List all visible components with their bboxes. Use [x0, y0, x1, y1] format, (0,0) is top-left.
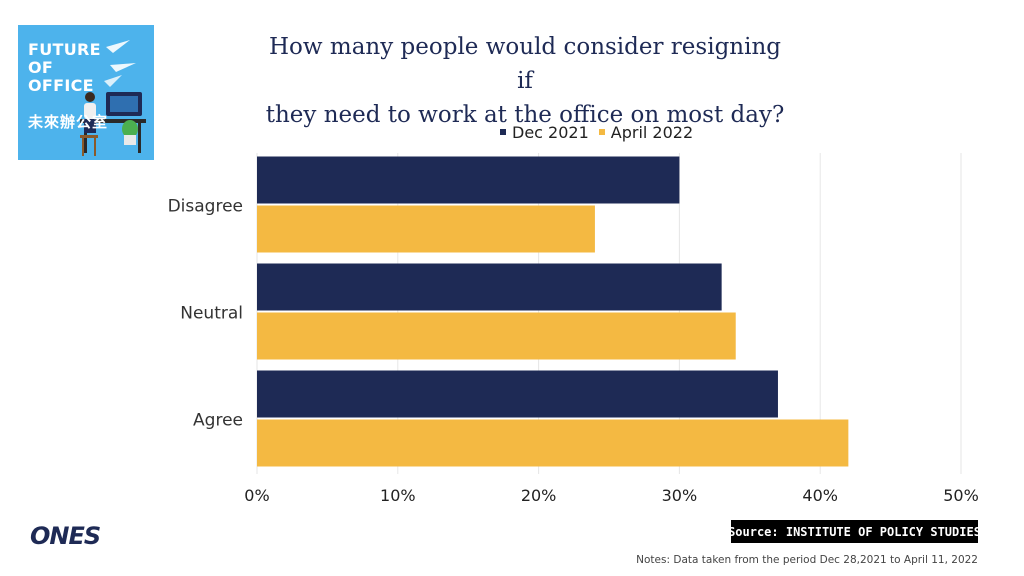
bar-disagree-dec-2021	[257, 156, 680, 204]
y-category-label-neutral: Neutral	[180, 304, 243, 324]
x-tick-label-50: 50%	[943, 486, 979, 505]
legend-swatch-dec-2021	[500, 129, 506, 135]
ones-brand-logo: ONES	[30, 522, 101, 550]
x-tick-label-20: 20%	[521, 486, 557, 505]
legend-label-april-2022: April 2022	[610, 122, 694, 142]
chart-title-line-2: they need to work at the office on most …	[265, 102, 785, 128]
legend-item-dec-2021: Dec 2021	[500, 123, 589, 142]
y-category-label-agree: Agree	[193, 411, 243, 431]
logo-line-of: OF	[28, 58, 54, 77]
legend-swatch-april-2022	[598, 129, 605, 135]
office-illustration-icon	[80, 40, 146, 156]
x-tick-label-0: 0%	[244, 486, 269, 505]
source-label: Source: INSTITUTE OF POLICY STUDIES	[728, 520, 981, 543]
future-of-office-logo: FUTURE OF OFFICE 未來辦公室	[18, 25, 154, 160]
legend-label-dec-2021: Dec 2021	[512, 122, 589, 142]
chart-title: How many people would consider resigning…	[260, 30, 790, 132]
y-category-label-disagree: Disagree	[168, 197, 243, 217]
x-tick-label-40: 40%	[802, 486, 838, 505]
chart-legend: Dec 2021 April 2022	[500, 121, 693, 143]
bar-disagree-april-2022	[257, 205, 595, 253]
data-period-note: Notes: Data taken from the period Dec 28…	[636, 554, 978, 566]
x-tick-label-10: 10%	[380, 486, 416, 505]
bar-agree-april-2022	[257, 419, 849, 467]
logo-line-future: FUTURE	[28, 40, 101, 59]
legend-item-april-2022: April 2022	[598, 122, 694, 142]
bar-neutral-april-2022	[257, 312, 736, 360]
logo-cjk-text: 未來辦公室	[28, 113, 109, 131]
bar-agree-dec-2021	[257, 370, 778, 418]
x-tick-label-30: 30%	[662, 486, 698, 505]
chart-title-line-1: How many people would consider resigning…	[269, 34, 781, 94]
logo-line-office: OFFICE	[28, 76, 94, 95]
bar-neutral-dec-2021	[257, 263, 722, 311]
